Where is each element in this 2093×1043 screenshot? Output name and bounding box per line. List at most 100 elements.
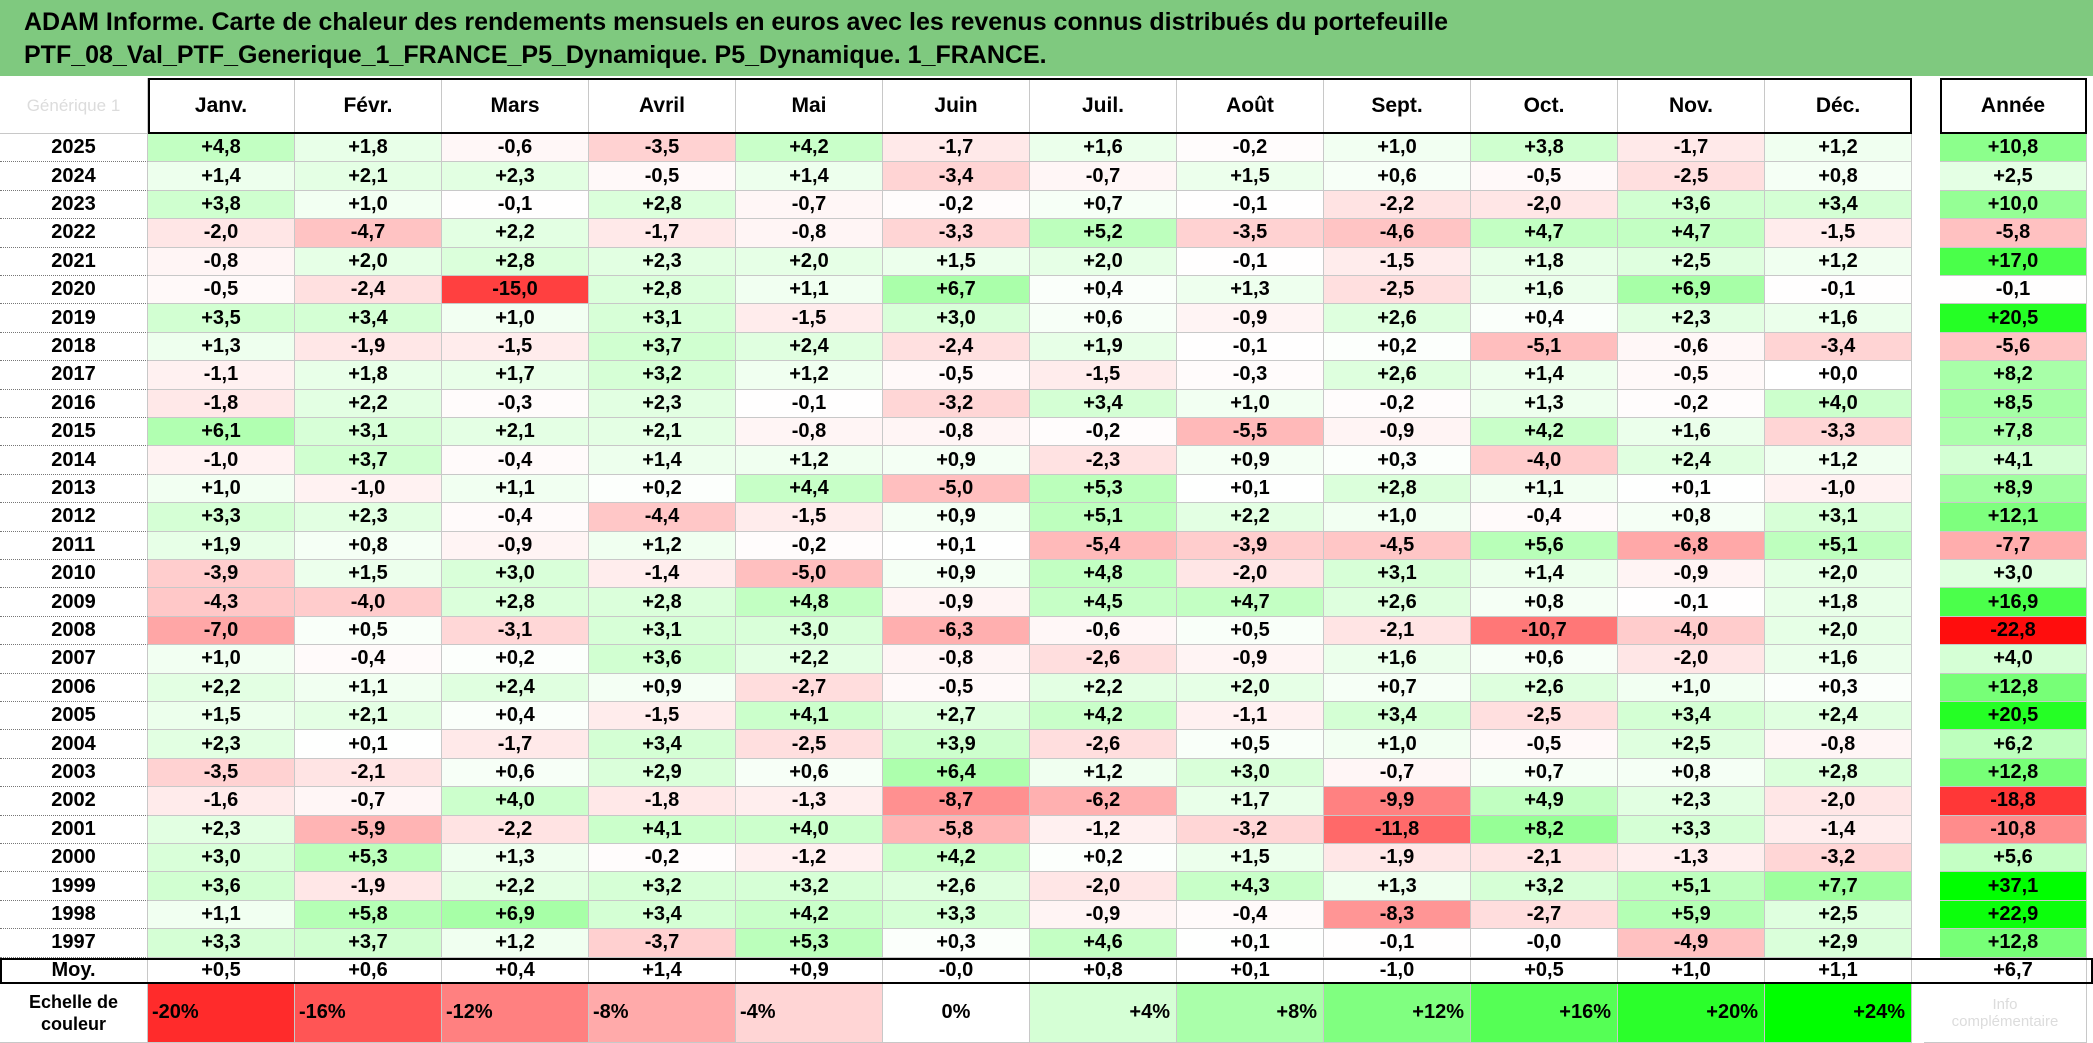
heatmap-cell: +2,2 <box>1177 503 1324 532</box>
heatmap-cell: -2,0 <box>1471 190 1618 220</box>
heatmap-cell: -4,9 <box>1618 929 1765 958</box>
heatmap-cell: +3,5 <box>148 304 295 333</box>
heatmap-cell: -0,9 <box>1618 560 1765 589</box>
heatmap-cell: +1,6 <box>1765 304 1912 333</box>
heatmap-cell: +4,7 <box>1471 219 1618 248</box>
color-scale-swatch: -16% <box>295 983 442 1043</box>
color-scale-swatch: +20% <box>1618 983 1765 1043</box>
heatmap-cell: -11,8 <box>1324 815 1471 844</box>
heatmap-cell: +5,3 <box>736 929 883 958</box>
heatmap-cell: +1,0 <box>148 645 295 674</box>
heatmap-cell: +1,0 <box>442 304 589 333</box>
row-label-year: 2003 <box>0 758 148 788</box>
heatmap-cell: +3,2 <box>736 872 883 901</box>
row-label-year: 2021 <box>0 247 148 276</box>
heatmap-cell: +1,4 <box>1471 361 1618 390</box>
heatmap-cell: -2,1 <box>295 758 442 788</box>
heatmap-cell: +0,8 <box>1765 162 1912 191</box>
heatmap-cell: +1,1 <box>736 276 883 305</box>
heatmap-cell: -2,4 <box>295 276 442 305</box>
row-label-year: 2013 <box>0 474 148 504</box>
heatmap-cell: +1,5 <box>1177 844 1324 873</box>
heatmap-cell: -3,2 <box>1177 815 1324 844</box>
heatmap-cell: +1,4 <box>148 162 295 191</box>
heatmap-cell: +3,2 <box>589 361 736 390</box>
average-label: Moy. <box>0 957 148 984</box>
heatmap-cell: +4,6 <box>1030 929 1177 958</box>
heatmap-cell: +0,5 <box>1177 730 1324 759</box>
heatmap-cell: -0,8 <box>736 418 883 447</box>
color-scale-swatch: -12% <box>442 983 589 1043</box>
heatmap-cell: +2,0 <box>736 247 883 276</box>
heatmap-cell: +4,2 <box>1030 702 1177 731</box>
heatmap-cell: +6,7 <box>883 276 1030 305</box>
row-label-year: 2023 <box>0 190 148 220</box>
heatmap-cell: +3,4 <box>1324 702 1471 731</box>
heatmap-cell: +1,3 <box>1177 276 1324 305</box>
heatmap-cell: +3,7 <box>295 446 442 475</box>
heatmap-cell: -2,5 <box>1324 276 1471 305</box>
heatmap-cell: +3,2 <box>1471 872 1618 901</box>
heatmap-cell: +2,0 <box>1765 616 1912 646</box>
heatmap-cell: -3,9 <box>1177 531 1324 560</box>
heatmap-cell: -6,8 <box>1618 531 1765 560</box>
heatmap-cell: +4,1 <box>736 702 883 731</box>
column-header: Oct. <box>1471 78 1618 134</box>
heatmap-cell: +2,3 <box>295 503 442 532</box>
heatmap-cell: +1,9 <box>148 531 295 560</box>
heatmap-cell: +1,3 <box>148 332 295 362</box>
heatmap-cell: +1,0 <box>1324 503 1471 532</box>
heatmap-cell: +0,8 <box>295 531 442 560</box>
heatmap-cell: +3,8 <box>1471 134 1618 163</box>
heatmap-cell: -0,1 <box>736 389 883 418</box>
heatmap-cell: -0,5 <box>1471 730 1618 759</box>
heatmap-cell: -0,7 <box>1324 758 1471 788</box>
color-scale-label-line-2: couleur <box>40 1013 106 1034</box>
row-label-year: 2011 <box>0 531 148 560</box>
heatmap-cell: +1,2 <box>1030 758 1177 788</box>
heatmap-cell: +2,3 <box>589 389 736 418</box>
row-label-year: 1998 <box>0 900 148 930</box>
heatmap-cell: +2,6 <box>1324 588 1471 617</box>
heatmap-cell: +2,2 <box>148 673 295 702</box>
heatmap-cell: -10,7 <box>1471 616 1618 646</box>
heatmap-cell: -0,2 <box>589 844 736 873</box>
heatmap-cell: -0,4 <box>295 645 442 674</box>
heatmap-cell: +5,1 <box>1618 872 1765 901</box>
annual-cell: -7,7 <box>1940 531 2087 560</box>
heatmap-cell: -0,1 <box>1765 276 1912 305</box>
heatmap-cell: -2,5 <box>1618 162 1765 191</box>
heatmap-cell: -1,2 <box>1030 815 1177 844</box>
heatmap-cell: -0,4 <box>442 446 589 475</box>
heatmap-cell: +4,1 <box>589 815 736 844</box>
color-scale-swatch: -8% <box>589 983 736 1043</box>
heatmap-cell: +0,7 <box>1324 673 1471 702</box>
heatmap-cell: +4,7 <box>1618 219 1765 248</box>
annual-cell: +8,9 <box>1940 474 2087 504</box>
heatmap-cell: -4,0 <box>1471 446 1618 475</box>
heatmap-cell: +1,8 <box>295 134 442 163</box>
heatmap-cell: -3,5 <box>589 134 736 163</box>
heatmap-cell: +2,2 <box>736 645 883 674</box>
heatmap-cell: -5,4 <box>1030 531 1177 560</box>
heatmap-cell: +0,2 <box>442 645 589 674</box>
heatmap-cell: +1,2 <box>736 361 883 390</box>
heatmap-cell: -1,6 <box>148 787 295 816</box>
heatmap-cell: +2,1 <box>589 418 736 447</box>
heatmap-cell: +4,2 <box>736 134 883 163</box>
column-header: Avril <box>589 78 736 134</box>
row-label-year: 2019 <box>0 304 148 333</box>
heatmap-cell: +2,9 <box>1765 929 1912 958</box>
heatmap-cell: +2,2 <box>442 872 589 901</box>
heatmap-cell: +1,2 <box>1765 446 1912 475</box>
annual-cell: +2,5 <box>1940 162 2087 191</box>
heatmap-cell: -0,0 <box>1471 929 1618 958</box>
heatmap-cell: +1,0 <box>1177 389 1324 418</box>
heatmap-cell: +2,6 <box>1324 361 1471 390</box>
heatmap-cell: -0,9 <box>1030 900 1177 930</box>
heatmap-cell: -1,3 <box>736 787 883 816</box>
heatmap-cell: -0,3 <box>1177 361 1324 390</box>
heatmap-cell: -0,2 <box>1324 389 1471 418</box>
heatmap-cell: +3,3 <box>148 929 295 958</box>
heatmap-cell: -2,3 <box>1030 446 1177 475</box>
